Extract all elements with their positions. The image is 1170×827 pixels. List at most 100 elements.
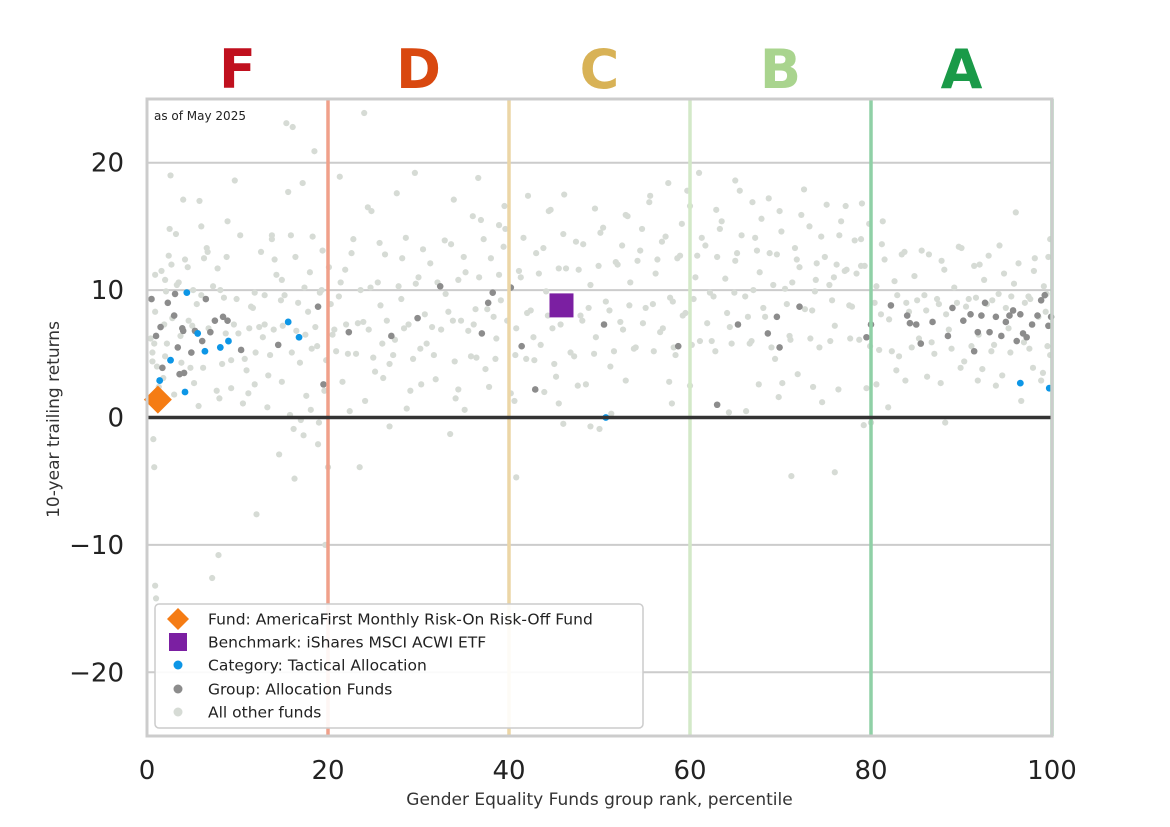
other-fund-point [835,386,842,393]
other-fund-point [622,377,629,384]
other-fund-point [278,378,285,385]
legend-box [154,603,644,729]
other-fund-point [766,250,773,257]
other-fund-point [259,334,266,341]
category-fund-point [156,377,164,384]
other-fund-point [265,372,272,379]
category-fund-point [167,356,174,364]
group-fund-point [600,321,608,328]
other-fund-point [476,274,483,281]
other-fund-point [337,279,344,286]
other-fund-point [557,321,564,328]
other-fund-point [602,298,609,305]
other-fund-point [575,266,582,273]
other-fund-point [873,283,880,290]
category-fund-point [225,337,232,345]
other-fund-point [215,551,222,559]
other-fund-point [713,206,720,213]
other-fund-point [888,348,895,355]
other-fund-point [990,341,998,348]
other-fund-point [624,213,631,220]
other-fund-point [748,337,755,345]
group-fund-point [1028,321,1036,328]
other-fund-point [666,378,673,385]
other-fund-point [177,332,184,340]
other-fund-point [962,303,970,310]
other-fund-point [517,274,524,281]
other-fund-point [513,325,520,332]
other-fund-point [674,255,681,262]
group-fund-point [917,340,925,347]
other-fund-point [821,253,828,261]
other-fund-point [511,397,518,405]
other-fund-point [467,353,475,360]
other-fund-point [828,297,836,304]
other-fund-point [972,294,980,301]
other-fund-point [580,241,587,248]
other-fund-point [288,349,295,356]
other-fund-point [418,381,425,388]
other-fund-point [318,287,325,294]
other-fund-point [750,287,757,294]
other-fund-point [296,359,304,366]
other-fund-point [520,234,527,241]
other-fund-point [771,355,779,362]
other-fund-point [619,242,626,249]
other-fund-point [789,279,796,286]
other-fund-point [898,251,905,258]
other-fund-point [190,380,198,387]
other-fund-point [421,311,428,318]
group-fund-point [776,344,783,351]
group-fund-point [202,295,210,303]
other-fund-point [544,312,552,319]
other-fund-point [460,253,467,261]
other-fund-point [356,464,363,471]
other-fund-point [217,287,224,294]
other-fund-point [592,334,599,341]
other-fund-point [149,349,156,356]
other-fund-point [873,381,880,388]
x-axis-label: Gender Equality Funds group rank, percen… [406,790,792,810]
other-fund-point [1015,260,1022,267]
other-fund-point [788,473,795,480]
other-fund-point [224,218,231,225]
other-fund-point [400,325,408,332]
other-fund-point [668,400,676,407]
group-fund-point [974,328,982,336]
other-fund-point [445,308,452,315]
y-tick-label: 20 [91,149,124,179]
other-fund-point [462,269,469,276]
category-fund-point [284,318,292,326]
category-fund-point [194,330,202,337]
x-tick-labels: 0 20 40 60 80 100 [139,756,1077,786]
other-fund-point [336,173,343,180]
group-fund-point [274,341,282,349]
group-fund-point [1045,322,1052,330]
other-fund-point [992,382,999,389]
other-fund-point [724,309,731,317]
other-fund-point [731,289,738,296]
other-fund-point [1040,283,1047,290]
group-fund-point [887,302,895,309]
other-fund-point [333,348,340,355]
other-fund-point [895,353,903,360]
other-fund-point [484,306,491,313]
other-fund-point [307,406,314,413]
other-fund-point [279,322,286,329]
other-fund-point [151,464,158,471]
other-fund-point [270,326,277,333]
other-fund-point [893,367,900,374]
other-fund-point [778,228,785,235]
other-fund-point [150,436,157,443]
other-fund-point [608,410,615,417]
group-fund-point [929,318,936,326]
group-fund-point [1009,307,1017,314]
other-fund-point [933,295,941,303]
other-fund-point [195,402,202,410]
other-fund-point [309,233,316,240]
group-fund-point [224,317,231,324]
other-fund-point [585,304,592,312]
other-fund-point [152,308,159,315]
other-fund-point [758,215,765,222]
other-fund-point [768,344,775,351]
